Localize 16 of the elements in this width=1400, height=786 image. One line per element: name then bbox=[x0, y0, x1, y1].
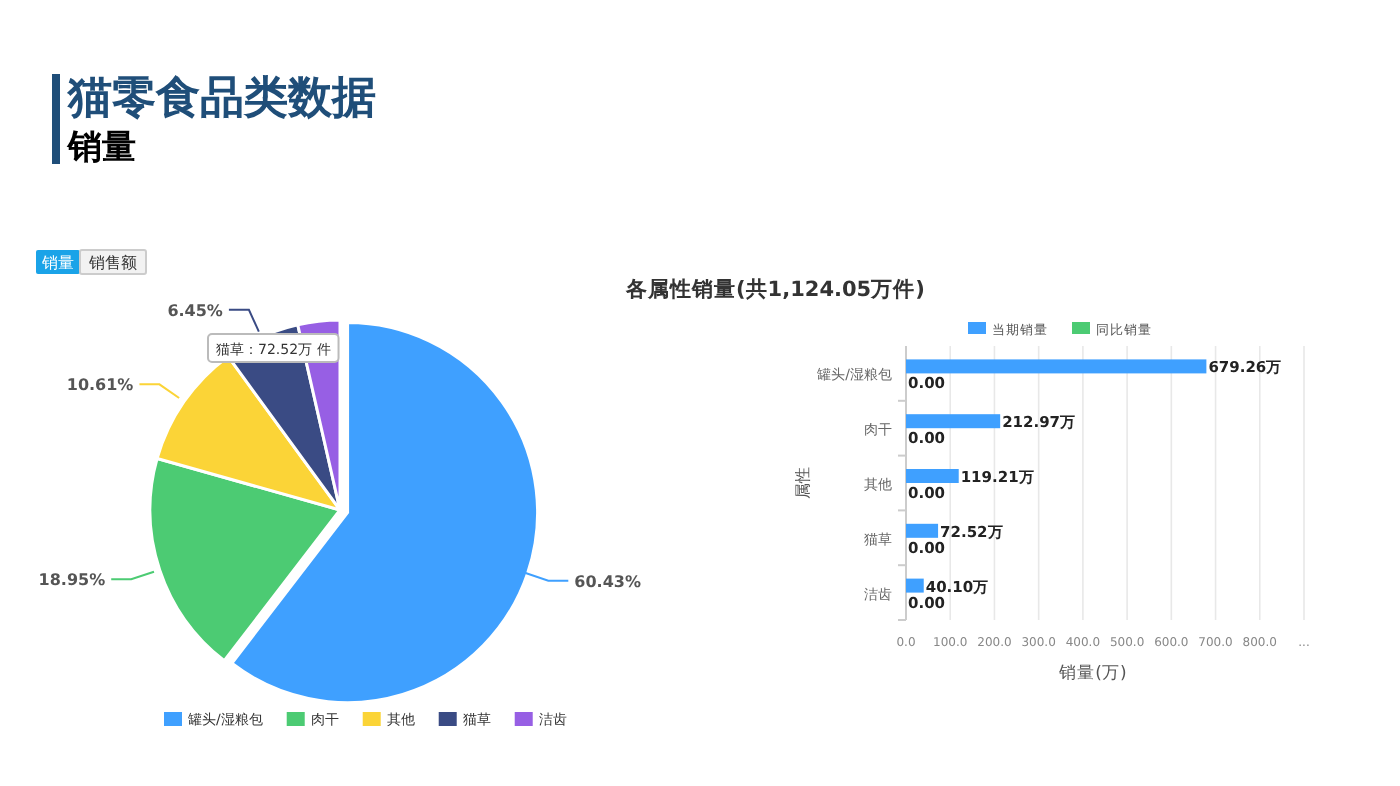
bar bbox=[906, 359, 1207, 374]
chart-subtitle: 销量 bbox=[66, 128, 136, 168]
data-label: 60.43% bbox=[574, 572, 641, 591]
text: 销量 bbox=[40, 254, 74, 272]
data-label: 18.95% bbox=[38, 571, 106, 590]
bar bbox=[906, 523, 939, 538]
chart-title: 猫零食品类数据 bbox=[66, 74, 376, 124]
bar bbox=[906, 414, 1001, 429]
chart-title: 各属性销量(共1,124.05万件) bbox=[624, 276, 925, 302]
bar bbox=[906, 469, 959, 483]
bar bbox=[906, 578, 924, 593]
data-label: 10.61% bbox=[66, 376, 134, 395]
x-axis-title: 销量(万) bbox=[1057, 662, 1127, 684]
y-axis-title: 属性 bbox=[794, 467, 812, 499]
data-label: 6.45% bbox=[167, 301, 223, 320]
text: 销售额 bbox=[87, 254, 137, 272]
